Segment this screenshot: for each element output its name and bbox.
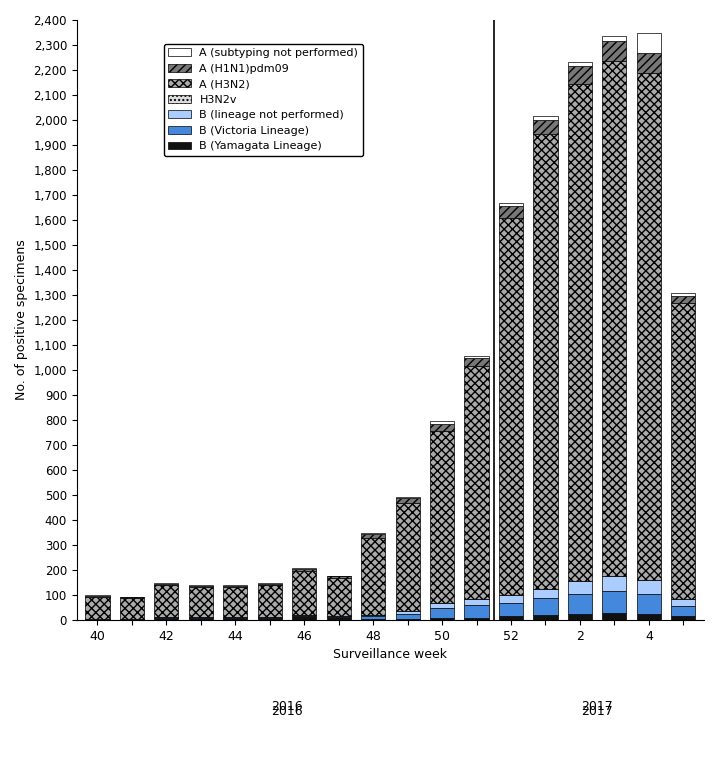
- Bar: [672, 599, 695, 607]
- Bar: [430, 422, 454, 424]
- Bar: [464, 599, 489, 605]
- Bar: [568, 84, 592, 581]
- Bar: [464, 605, 489, 617]
- Bar: [672, 295, 695, 303]
- Bar: [395, 619, 420, 620]
- Bar: [568, 614, 592, 620]
- Bar: [257, 617, 282, 618]
- Bar: [86, 596, 109, 597]
- Bar: [533, 120, 557, 134]
- Bar: [499, 595, 523, 603]
- Bar: [637, 614, 661, 620]
- Bar: [292, 571, 316, 615]
- Bar: [637, 32, 661, 53]
- Bar: [499, 203, 523, 206]
- Bar: [603, 41, 626, 61]
- Bar: [672, 607, 695, 617]
- Bar: [568, 67, 592, 84]
- Bar: [395, 498, 420, 503]
- Bar: [395, 503, 420, 611]
- Bar: [533, 597, 557, 615]
- Bar: [672, 293, 695, 295]
- Bar: [395, 611, 420, 614]
- Bar: [603, 591, 626, 613]
- Bar: [499, 617, 523, 620]
- Bar: [189, 617, 213, 618]
- Bar: [155, 585, 178, 617]
- Bar: [326, 578, 351, 617]
- Bar: [637, 53, 661, 73]
- Bar: [395, 497, 420, 498]
- Bar: [533, 134, 557, 589]
- Bar: [86, 597, 109, 619]
- Bar: [637, 73, 661, 580]
- Bar: [603, 613, 626, 620]
- Text: 2017: 2017: [581, 700, 613, 713]
- Bar: [533, 116, 557, 120]
- Bar: [223, 587, 247, 617]
- Bar: [603, 61, 626, 577]
- X-axis label: Surveillance week: Surveillance week: [334, 649, 447, 662]
- Bar: [395, 614, 420, 619]
- Bar: [430, 604, 454, 608]
- Bar: [155, 617, 178, 618]
- Bar: [361, 538, 385, 615]
- Bar: [189, 618, 213, 620]
- Bar: [257, 584, 282, 585]
- Bar: [223, 617, 247, 618]
- Bar: [464, 358, 489, 366]
- Bar: [672, 303, 695, 599]
- Bar: [361, 615, 385, 617]
- Bar: [499, 603, 523, 617]
- Bar: [292, 568, 316, 571]
- Bar: [430, 431, 454, 604]
- Bar: [499, 206, 523, 217]
- Bar: [223, 618, 247, 620]
- Bar: [361, 619, 385, 620]
- Bar: [603, 577, 626, 591]
- Bar: [499, 217, 523, 595]
- Text: 2016: 2016: [271, 705, 303, 718]
- Bar: [568, 581, 592, 594]
- Bar: [568, 594, 592, 614]
- Bar: [533, 615, 557, 620]
- Bar: [120, 598, 144, 619]
- Text: 2016: 2016: [271, 700, 303, 713]
- Bar: [361, 532, 385, 534]
- Bar: [257, 585, 282, 617]
- Bar: [326, 577, 351, 578]
- Bar: [637, 580, 661, 594]
- Bar: [672, 617, 695, 620]
- Bar: [637, 594, 661, 614]
- Bar: [292, 615, 316, 617]
- Bar: [361, 534, 385, 538]
- Bar: [464, 617, 489, 620]
- Bar: [430, 618, 454, 620]
- Bar: [464, 356, 489, 358]
- Bar: [155, 618, 178, 620]
- Bar: [430, 424, 454, 431]
- Bar: [189, 587, 213, 617]
- Bar: [155, 584, 178, 585]
- Bar: [257, 618, 282, 620]
- Bar: [430, 608, 454, 618]
- Legend: A (subtyping not performed), A (H1N1)pdm09, A (H3N2), H3N2v, B (lineage not perf: A (subtyping not performed), A (H1N1)pdm…: [164, 44, 363, 156]
- Bar: [533, 589, 557, 597]
- Bar: [326, 617, 351, 620]
- Bar: [464, 366, 489, 599]
- Bar: [603, 36, 626, 41]
- Bar: [189, 586, 213, 587]
- Text: 2017: 2017: [581, 705, 613, 718]
- Bar: [223, 586, 247, 587]
- Bar: [568, 62, 592, 67]
- Bar: [361, 617, 385, 619]
- Y-axis label: No. of positive specimens: No. of positive specimens: [15, 239, 28, 401]
- Bar: [292, 617, 316, 620]
